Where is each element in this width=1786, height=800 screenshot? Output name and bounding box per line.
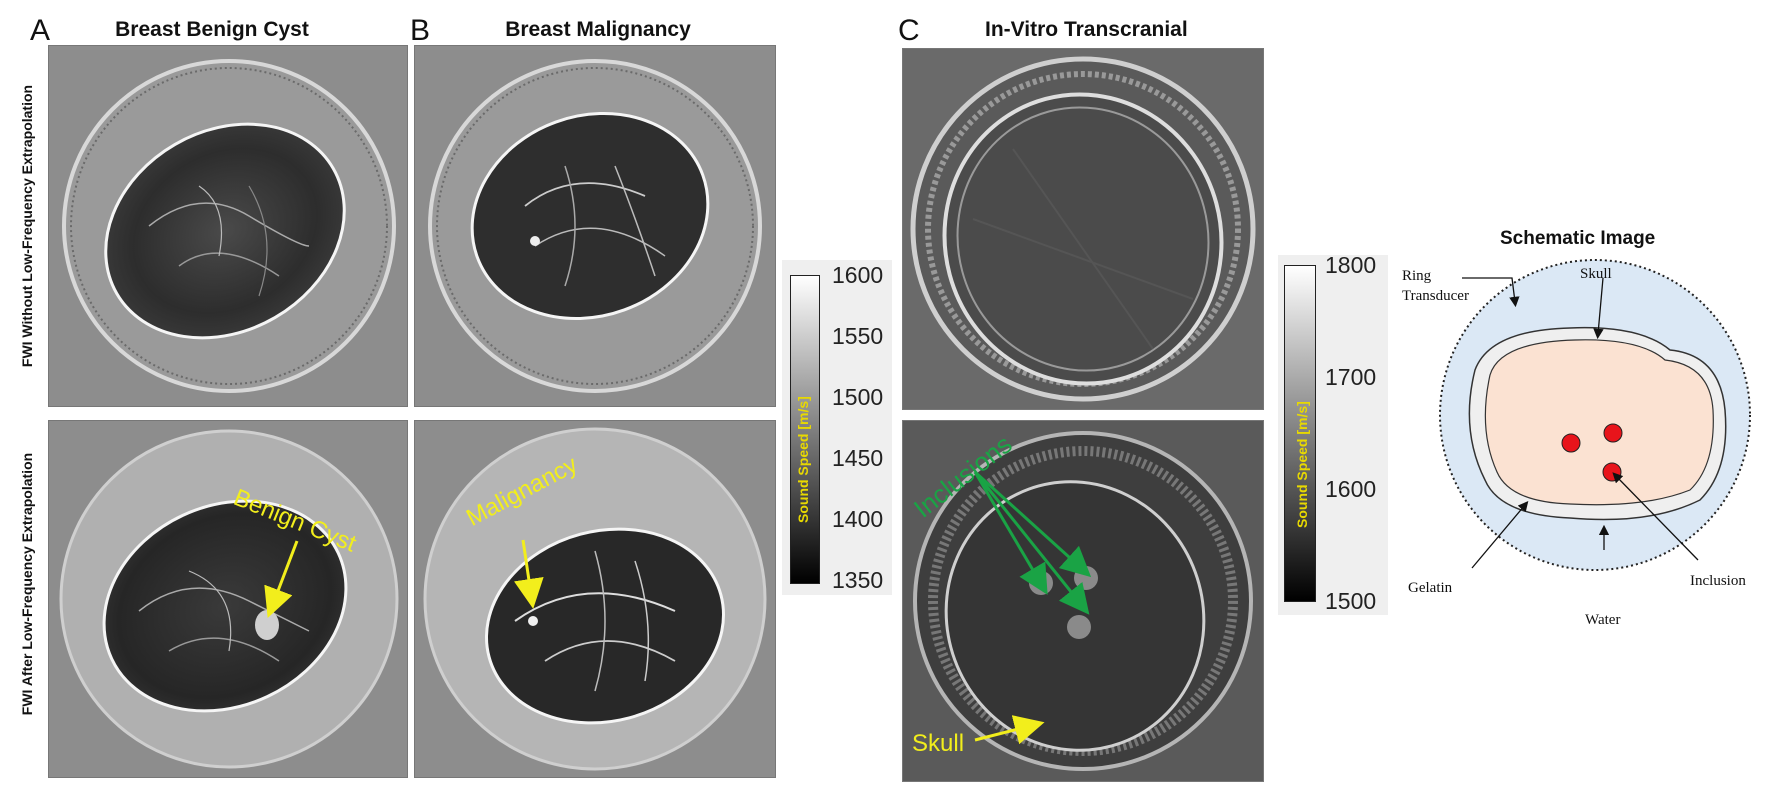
colorbar-breast-label: Sound Speed [m/s]	[795, 396, 811, 523]
schematic-label-ring: Ring	[1402, 268, 1432, 284]
inclusion-circle	[1561, 433, 1581, 453]
image-malignancy-after	[414, 420, 776, 778]
schematic-label-inclusion: Inclusion	[1690, 573, 1746, 589]
schematic-title: Schematic Image	[1500, 228, 1656, 249]
colorbar-breast-tick: 1450	[832, 445, 884, 471]
schematic-label-water: Water	[1585, 612, 1621, 628]
schematic-label-gelatin: Gelatin	[1408, 580, 1453, 596]
schematic-label-skull: Skull	[1580, 266, 1612, 282]
colorbar-skull-tick: 1700	[1325, 364, 1377, 390]
benign-cyst-arrow	[264, 540, 299, 619]
title-breast-benign-cyst: Breast Benign Cyst	[115, 18, 309, 41]
colorbar-breast	[790, 275, 820, 584]
gelatin-region	[1484, 339, 1714, 506]
colorbar-breast-tick: 1600	[832, 262, 884, 288]
image-benign-cyst-after	[48, 420, 408, 778]
panel-letter-b: B	[410, 14, 431, 47]
colorbar-skull-tick: 1800	[1325, 252, 1377, 278]
inclusion-circle	[1603, 423, 1623, 443]
colorbar-skull-label: Sound Speed [m/s]	[1294, 401, 1310, 528]
panel-letter-a: A	[30, 14, 51, 47]
image-benign-cyst-before	[48, 45, 408, 407]
title-in-vitro-transcranial: In-Vitro Transcranial	[985, 18, 1188, 41]
colorbar-breast-tick: 1350	[832, 567, 884, 593]
inclusions-arrow-3	[973, 471, 1090, 615]
image-transcranial-before	[902, 48, 1264, 410]
colorbar-skull-tick: 1600	[1325, 476, 1377, 502]
colorbar-skull	[1284, 265, 1316, 602]
image-malignancy-before	[414, 45, 776, 407]
annotation-skull: Skull	[912, 730, 965, 757]
inclusions-arrow-1	[973, 471, 1048, 595]
colorbar-skull-tick: 1500	[1325, 588, 1377, 614]
schematic-diagram	[1439, 259, 1751, 571]
skull-arrow	[974, 715, 1045, 745]
colorbar-breast-tick: 1550	[832, 323, 884, 349]
schematic-label-transducer: Transducer	[1402, 288, 1469, 304]
colorbar-breast-tick: 1500	[832, 384, 884, 410]
malignancy-arrow	[513, 539, 544, 609]
title-breast-malignancy: Breast Malignancy	[505, 18, 691, 41]
colorbar-breast-tick: 1400	[832, 506, 884, 532]
panel-letter-c: C	[898, 14, 920, 47]
inclusions-arrow-2	[973, 470, 1092, 578]
